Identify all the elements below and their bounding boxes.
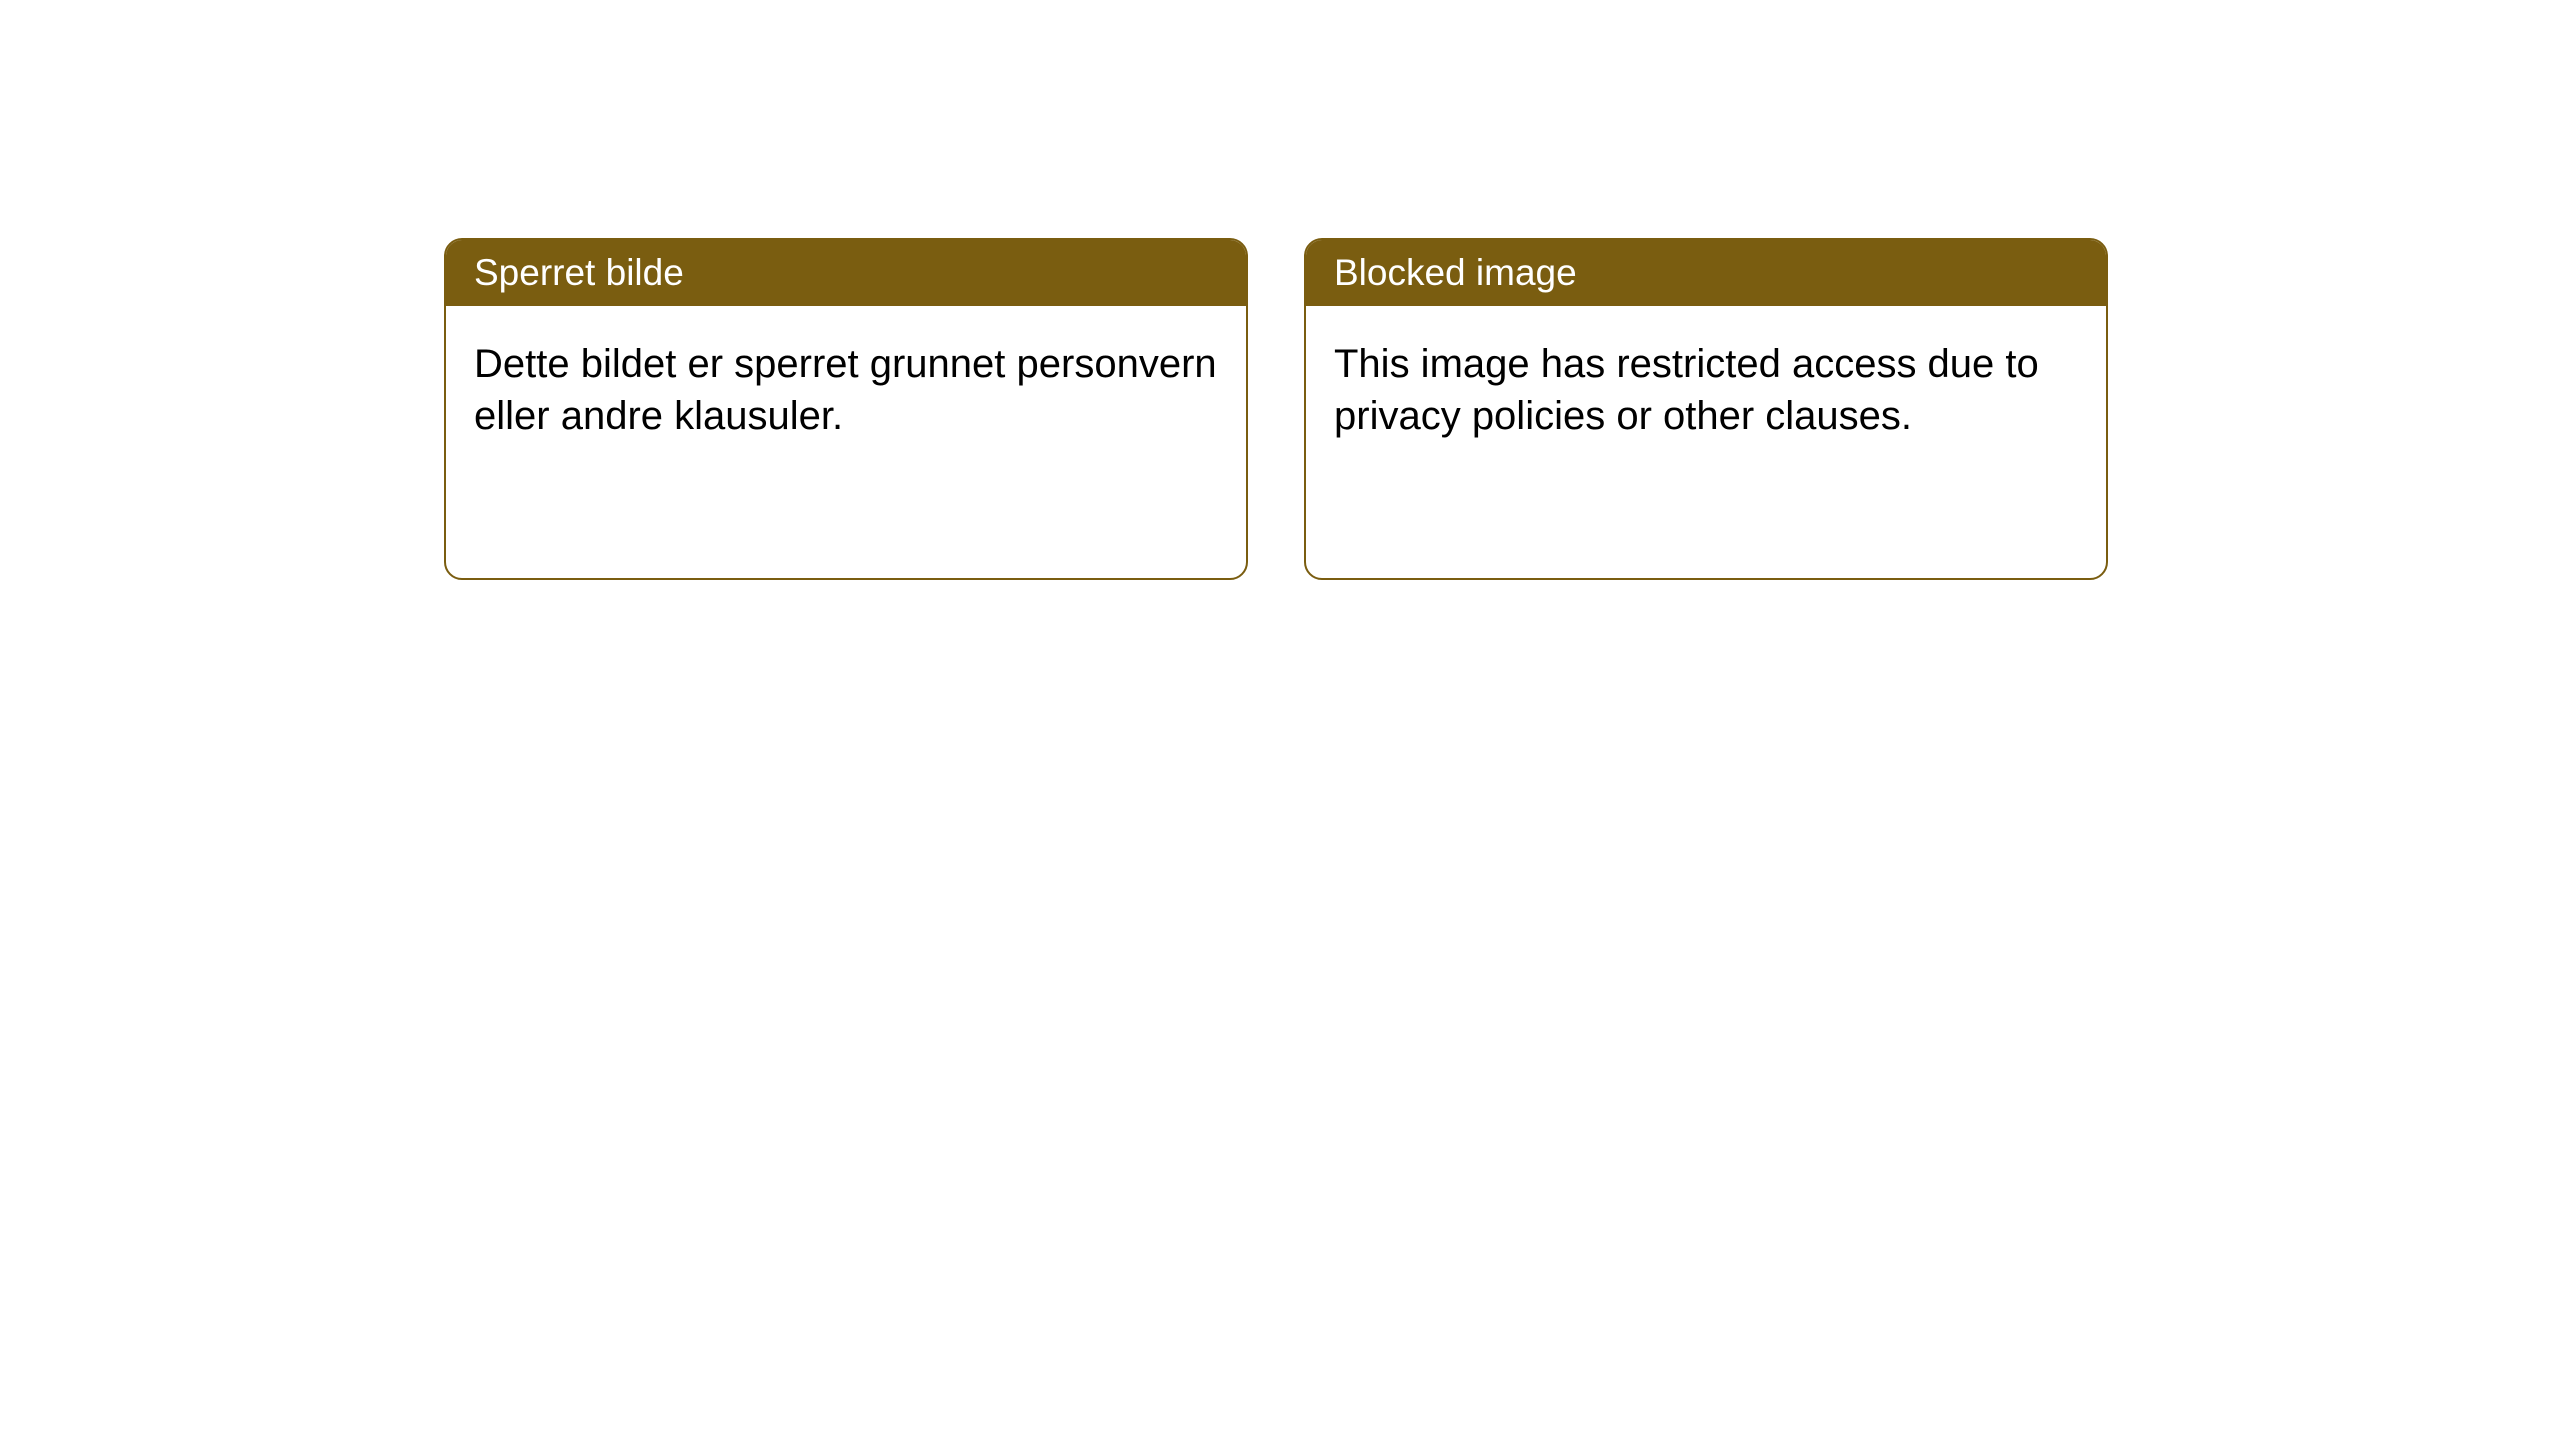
notice-card-title: Sperret bilde bbox=[446, 240, 1246, 306]
notice-card-body: This image has restricted access due to … bbox=[1306, 306, 2106, 578]
notice-card-title: Blocked image bbox=[1306, 240, 2106, 306]
notice-cards-container: Sperret bilde Dette bildet er sperret gr… bbox=[444, 238, 2108, 580]
notice-card-body: Dette bildet er sperret grunnet personve… bbox=[446, 306, 1246, 578]
notice-card-english: Blocked image This image has restricted … bbox=[1304, 238, 2108, 580]
notice-card-norwegian: Sperret bilde Dette bildet er sperret gr… bbox=[444, 238, 1248, 580]
